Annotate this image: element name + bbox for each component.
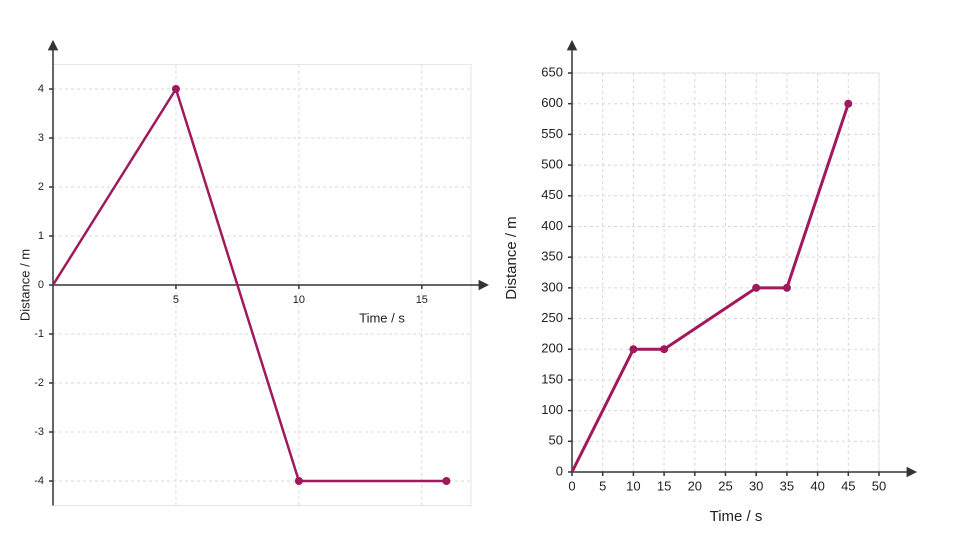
data-point [629,345,638,354]
y-tick-label: 50 [549,433,563,448]
data-point [782,283,791,292]
y-tick-label: 600 [541,95,563,110]
x-tick-label: 15 [416,294,428,306]
x-tick-label: 45 [841,478,855,493]
y-tick-label: 300 [541,279,563,294]
data-point [442,477,451,485]
x-tick-label: 5 [173,294,179,306]
y-tick-label: -2 [34,377,44,389]
y-tick-label: 500 [541,157,563,172]
x-tick-label: 10 [293,294,305,306]
y-tick-label: 0 [38,279,44,291]
x-tick-label: 20 [688,478,702,493]
y-tick-label: 4 [38,83,44,95]
y-tick-label: 0 [556,463,563,478]
x-tick-label: 50 [872,478,886,493]
y-tick-label: 550 [541,126,563,141]
x-tick-label: 40 [810,478,824,493]
x-tick-label: 15 [657,478,671,493]
y-tick-label: -3 [34,426,44,438]
y-axis-label: Distance / m [503,216,520,299]
y-tick-label: 450 [541,187,563,202]
y-tick-label: 2 [38,181,44,193]
y-tick-label: 150 [541,371,563,386]
data-point [752,283,761,292]
x-tick-label: 25 [718,478,732,493]
data-line [51,87,447,483]
x-tick-label: 10 [626,478,640,493]
x-axis-label: Time / s [359,310,405,325]
y-tick-label: 250 [541,310,563,325]
x-axis-label: Time / s [710,508,763,525]
y-tick-label: 100 [541,402,563,417]
y-axis-label: Distance / m [17,249,32,321]
data-line [570,103,850,473]
data-point [171,85,180,93]
y-tick-label: 200 [541,341,563,356]
x-tick-label: 0 [568,478,575,493]
x-tick-label: 35 [780,478,794,493]
data-point [844,99,853,108]
y-tick-label: 350 [541,249,563,264]
y-tick-label: -4 [34,475,44,487]
data-point [294,477,303,485]
y-tick-label: -1 [34,328,44,340]
x-tick-label: 5 [599,478,606,493]
y-tick-label: 3 [38,132,44,144]
x-tick-label: 30 [749,478,763,493]
data-point [660,345,669,354]
y-tick-label: 1 [38,230,44,242]
y-tick-label: 650 [541,64,563,79]
y-tick-label: 400 [541,218,563,233]
